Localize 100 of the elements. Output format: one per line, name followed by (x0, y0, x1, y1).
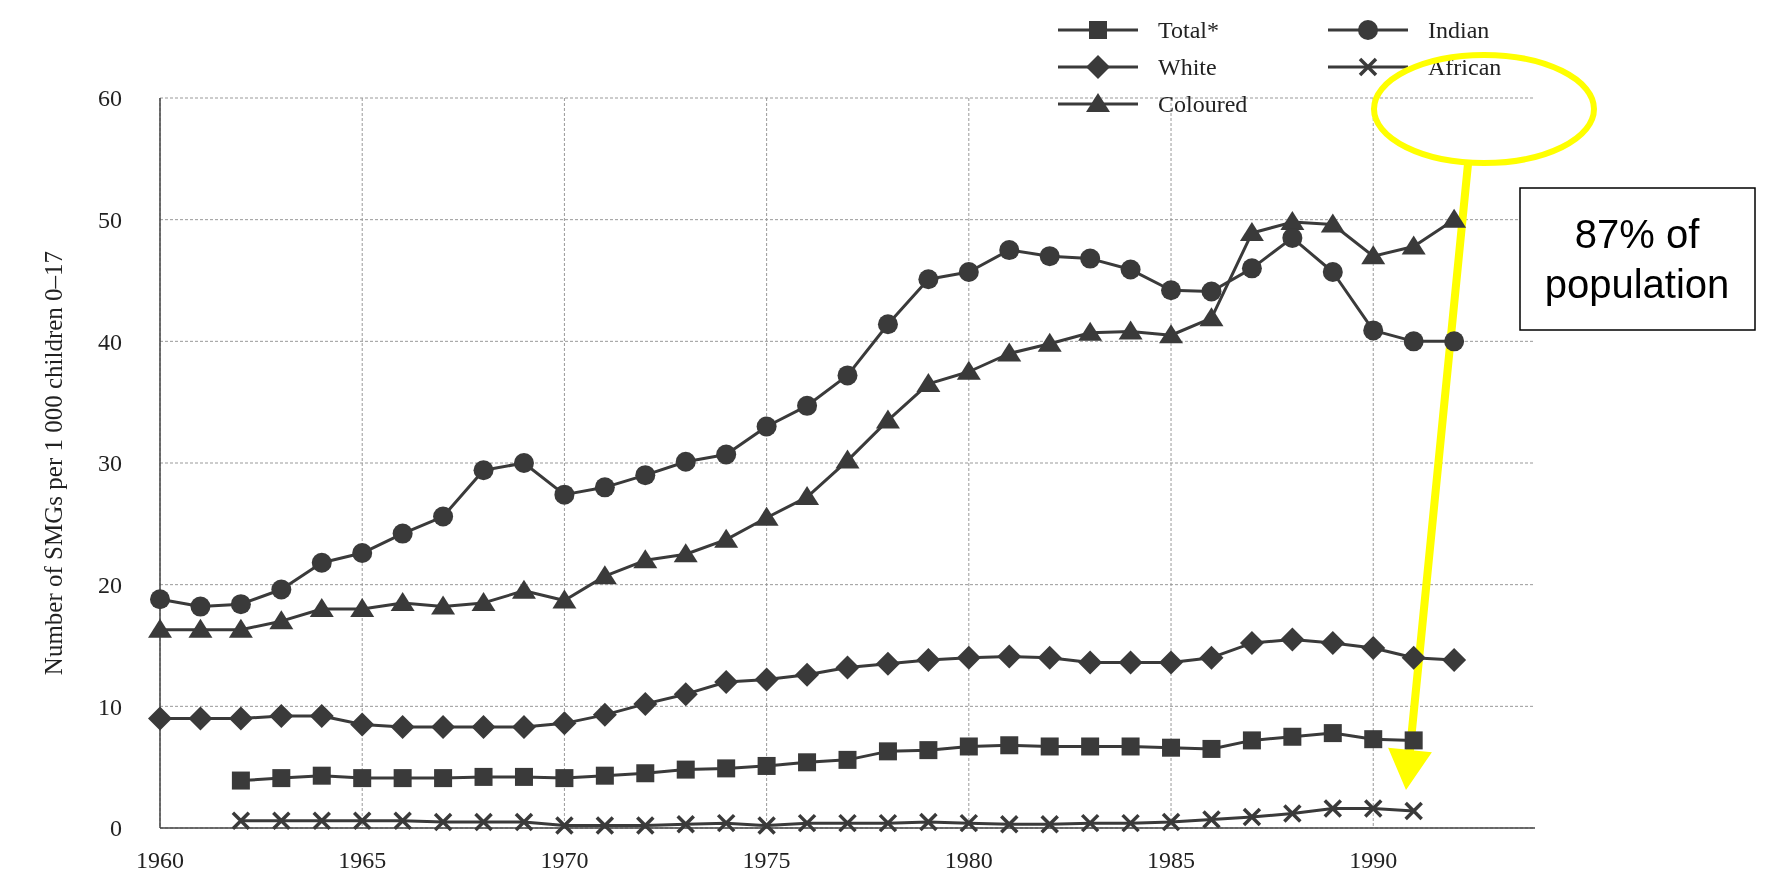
point (756, 416, 777, 437)
y-tick-label: 10 (98, 693, 122, 720)
point (228, 706, 253, 731)
point (877, 314, 898, 335)
point (1242, 807, 1262, 827)
point (918, 269, 939, 290)
legend-label: Total* (1158, 17, 1219, 44)
x-tick-label: 1965 (338, 847, 387, 873)
point (1239, 222, 1264, 242)
point (230, 594, 251, 615)
point (1037, 332, 1062, 352)
x-tick-label: 1960 (136, 847, 184, 873)
point (1280, 211, 1305, 231)
point (148, 618, 172, 638)
point (875, 409, 900, 429)
point (797, 813, 817, 833)
point (150, 589, 170, 610)
point (352, 543, 373, 564)
point (312, 810, 332, 831)
point (554, 484, 575, 505)
y-tick-label: 50 (98, 207, 122, 234)
point (433, 506, 454, 527)
point (875, 651, 900, 676)
point (350, 712, 375, 737)
point (798, 753, 817, 772)
point (958, 261, 979, 282)
point (997, 644, 1022, 669)
point (350, 598, 375, 617)
y-tick-label: 20 (98, 572, 122, 599)
point (1282, 803, 1303, 824)
point (434, 769, 453, 788)
text: 87% of population (1544, 212, 1730, 306)
point (795, 662, 820, 687)
point (1242, 731, 1261, 750)
x-tick-label: 1990 (1349, 847, 1398, 873)
point (473, 460, 494, 481)
point (997, 342, 1022, 362)
point (795, 486, 820, 506)
point (231, 771, 250, 790)
point (511, 715, 536, 740)
point (393, 769, 412, 788)
point (1121, 737, 1140, 756)
x-tick-label: 1975 (742, 847, 791, 873)
point (1118, 650, 1143, 675)
x-tick-label: 1985 (1147, 847, 1196, 873)
point (1201, 281, 1222, 302)
point (148, 706, 172, 731)
point (676, 760, 695, 779)
point (1162, 738, 1181, 757)
point (1282, 227, 1303, 248)
point (1403, 331, 1424, 352)
point (552, 711, 577, 736)
point (716, 444, 737, 465)
point (514, 812, 534, 832)
point (1161, 812, 1181, 832)
point (1039, 814, 1060, 835)
point (1363, 798, 1383, 819)
point (1081, 737, 1100, 756)
point (1161, 280, 1182, 301)
point (311, 552, 332, 573)
point (1080, 248, 1101, 269)
point (1037, 645, 1062, 670)
point (1363, 320, 1384, 341)
point (673, 682, 698, 707)
point (352, 810, 372, 831)
point (675, 814, 696, 835)
point (1320, 631, 1345, 656)
point (633, 691, 658, 716)
point (1199, 307, 1224, 327)
point (513, 453, 534, 473)
point (1239, 631, 1264, 656)
point (918, 812, 939, 832)
point (714, 670, 739, 694)
point (1401, 645, 1426, 670)
point (1280, 627, 1305, 652)
point (838, 750, 857, 769)
point (1323, 724, 1342, 743)
point (474, 767, 493, 786)
y-tick-label: 40 (98, 328, 122, 355)
point (1159, 650, 1184, 675)
point (835, 655, 860, 680)
point (1080, 813, 1100, 833)
point (595, 766, 614, 785)
point (1364, 730, 1383, 749)
point (754, 667, 779, 692)
point (1322, 261, 1343, 282)
point (1040, 737, 1059, 756)
point (878, 742, 897, 761)
x-tick-label: 1970 (540, 847, 589, 873)
point (431, 715, 456, 740)
point (592, 565, 617, 585)
point (1361, 635, 1386, 660)
point (228, 618, 253, 638)
point (717, 759, 736, 778)
point (188, 706, 213, 731)
point (1283, 727, 1302, 746)
point (309, 598, 334, 617)
point (269, 610, 294, 630)
point (473, 812, 494, 832)
point (1401, 235, 1426, 255)
